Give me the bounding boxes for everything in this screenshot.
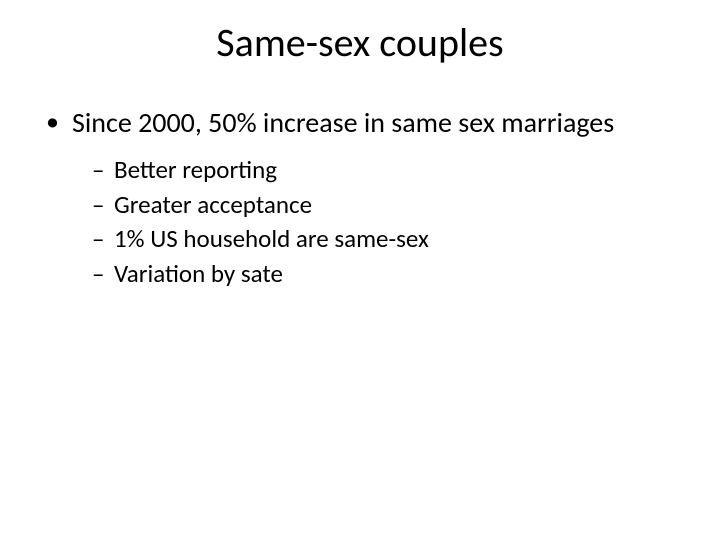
bullet-level2-item: Greater acceptance	[92, 189, 680, 222]
bullet-level2-item: Variation by sate	[92, 258, 680, 291]
slide: Same-sex couples Since 2000, 50% increas…	[0, 0, 720, 540]
slide-content: Since 2000, 50% increase in same sex mar…	[40, 105, 680, 290]
bullet-level2-group: Better reporting Greater acceptance 1% U…	[44, 154, 680, 290]
bullet-level2-item: Better reporting	[92, 154, 680, 187]
bullet-level1: Since 2000, 50% increase in same sex mar…	[44, 105, 680, 140]
bullet-level2-text: Better reporting	[114, 154, 277, 185]
bullet-level2-text: Variation by sate	[114, 258, 283, 289]
bullet-level2-text: 1% US household are same-sex	[114, 223, 429, 254]
bullet-level1-text: Since 2000, 50% increase in same sex mar…	[72, 105, 614, 140]
bullet-level2-item: 1% US household are same-sex	[92, 223, 680, 256]
slide-title: Same-sex couples	[40, 18, 680, 67]
bullet-level2-text: Greater acceptance	[114, 189, 312, 220]
